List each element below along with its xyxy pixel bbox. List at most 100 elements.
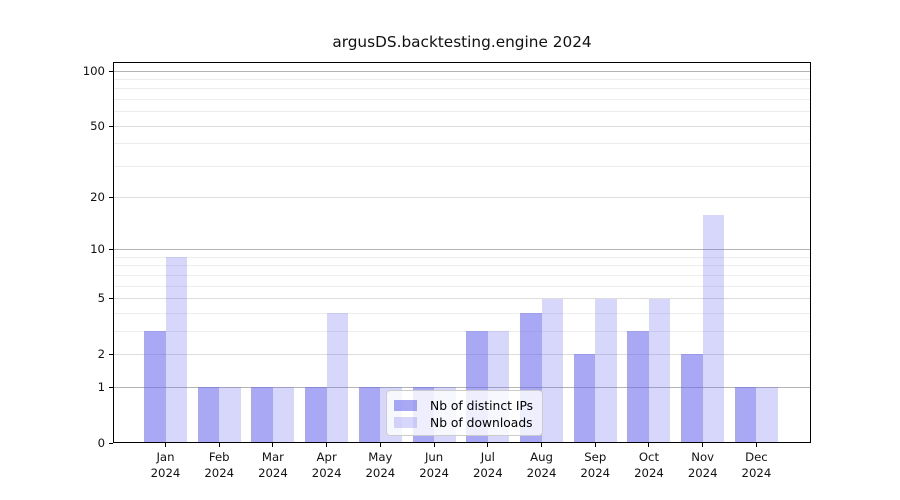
x-tick-mark — [648, 443, 650, 447]
legend-label-distinct-ips: Nb of distinct IPs — [430, 398, 534, 413]
y-tick-mark — [109, 70, 113, 72]
x-tick-year: 2024 — [258, 465, 288, 480]
legend-swatch-distinct-ips — [394, 400, 417, 411]
y-tick-mark — [109, 249, 113, 251]
bar-ips-feb — [197, 387, 220, 443]
gridline-minor — [114, 312, 810, 314]
legend-label-downloads: Nb of downloads — [430, 415, 533, 430]
gridline-major — [114, 70, 810, 72]
x-tick-year: 2024 — [311, 465, 342, 480]
legend-row-downloads: Nb of downloads — [394, 414, 542, 431]
gridline-major — [114, 353, 810, 355]
x-tick-mark — [272, 443, 274, 447]
bar-ips-may — [358, 387, 381, 443]
x-tick-mark — [541, 443, 543, 447]
bar-downloads-nov — [702, 214, 725, 443]
y-tick-mark — [109, 386, 113, 388]
x-tick-mark — [379, 443, 381, 447]
x-tick-label: Jun 2024 — [406, 450, 462, 481]
gridline-minor — [114, 98, 810, 100]
x-tick-month: May — [368, 450, 393, 464]
x-tick-month: Mar — [261, 450, 284, 464]
y-tick-mark — [109, 442, 113, 444]
x-tick-month: Jun — [424, 450, 444, 464]
x-tick-month: Aug — [530, 450, 553, 464]
bar-downloads-feb — [219, 387, 241, 443]
x-tick-year: 2024 — [687, 465, 718, 480]
bar-downloads-dec — [756, 387, 778, 443]
y-tick-mark — [109, 298, 113, 300]
y-tick-label: 0 — [97, 435, 105, 450]
bar-ips-mar — [251, 387, 273, 443]
x-tick-label: Dec 2024 — [728, 450, 784, 481]
gridline-minor — [114, 265, 810, 267]
x-tick-mark — [755, 443, 757, 447]
bar-downloads-sep — [595, 298, 617, 443]
x-tick-label: Oct 2024 — [621, 450, 677, 481]
bar-ips-dec — [734, 387, 757, 443]
y-tick-label: 100 — [82, 63, 105, 78]
y-tick-label: 20 — [90, 190, 105, 205]
x-tick-month: Dec — [745, 450, 768, 464]
bar-downloads-apr — [326, 313, 349, 443]
x-tick-month: Jan — [156, 450, 175, 464]
gridline-major — [114, 197, 810, 199]
x-tick-month: Nov — [691, 450, 715, 464]
y-tick-label: 5 — [97, 291, 105, 306]
legend: Nb of distinct IPs Nb of downloads — [386, 390, 543, 436]
y-tick-label: 1 — [97, 379, 105, 394]
bar-ips-jan — [144, 331, 166, 443]
x-tick-year: 2024 — [580, 465, 611, 480]
y-tick-label: 2 — [97, 346, 105, 361]
x-tick-label: Mar 2024 — [245, 450, 301, 481]
x-tick-year: 2024 — [741, 465, 772, 480]
x-tick-year: 2024 — [204, 465, 235, 480]
bar-ips-oct — [627, 331, 649, 443]
bar-downloads-oct — [648, 298, 671, 443]
gridline-minor — [114, 78, 810, 80]
gridline-major — [114, 298, 810, 300]
legend-swatch-downloads — [394, 417, 417, 428]
bar-downloads-mar — [272, 387, 295, 443]
y-tick-label: 10 — [90, 242, 105, 257]
gridline-minor — [114, 165, 810, 167]
x-tick-year: 2024 — [472, 465, 503, 480]
x-tick-mark — [326, 443, 328, 447]
x-tick-year: 2024 — [150, 465, 181, 480]
y-tick-mark — [109, 125, 113, 127]
x-tick-month: Sep — [584, 450, 607, 464]
gridline-major — [114, 249, 810, 251]
y-tick-label: 50 — [90, 118, 105, 133]
gridline-minor — [114, 111, 810, 113]
x-tick-label: Nov 2024 — [675, 450, 731, 481]
bar-ips-apr — [305, 387, 327, 443]
x-tick-year: 2024 — [526, 465, 557, 480]
x-tick-mark — [702, 443, 704, 447]
x-tick-label: Aug 2024 — [514, 450, 570, 481]
gridline-major — [114, 386, 810, 388]
gridline-minor — [114, 274, 810, 276]
x-tick-month: Jul — [480, 450, 495, 464]
x-tick-mark — [594, 443, 596, 447]
x-tick-mark — [487, 443, 489, 447]
bar-ips-sep — [573, 354, 596, 443]
x-tick-mark — [433, 443, 435, 447]
bar-downloads-jan — [165, 257, 187, 443]
gridline-minor — [114, 88, 810, 90]
gridline-minor — [114, 285, 810, 287]
y-tick-mark — [109, 197, 113, 199]
x-tick-label: May 2024 — [352, 450, 408, 481]
x-tick-year: 2024 — [419, 465, 449, 480]
chart-title: argusDS.backtesting.engine 2024 — [332, 33, 592, 51]
x-tick-month: Apr — [316, 450, 337, 464]
x-tick-year: 2024 — [365, 465, 396, 480]
x-tick-year: 2024 — [634, 465, 664, 480]
x-tick-mark — [218, 443, 220, 447]
x-tick-month: Feb — [208, 450, 230, 464]
bar-ips-nov — [681, 354, 703, 443]
x-tick-mark — [165, 443, 166, 447]
x-tick-label: Sep 2024 — [567, 450, 623, 481]
x-tick-label: Jan 2024 — [138, 450, 194, 481]
gridline-major — [114, 125, 810, 127]
